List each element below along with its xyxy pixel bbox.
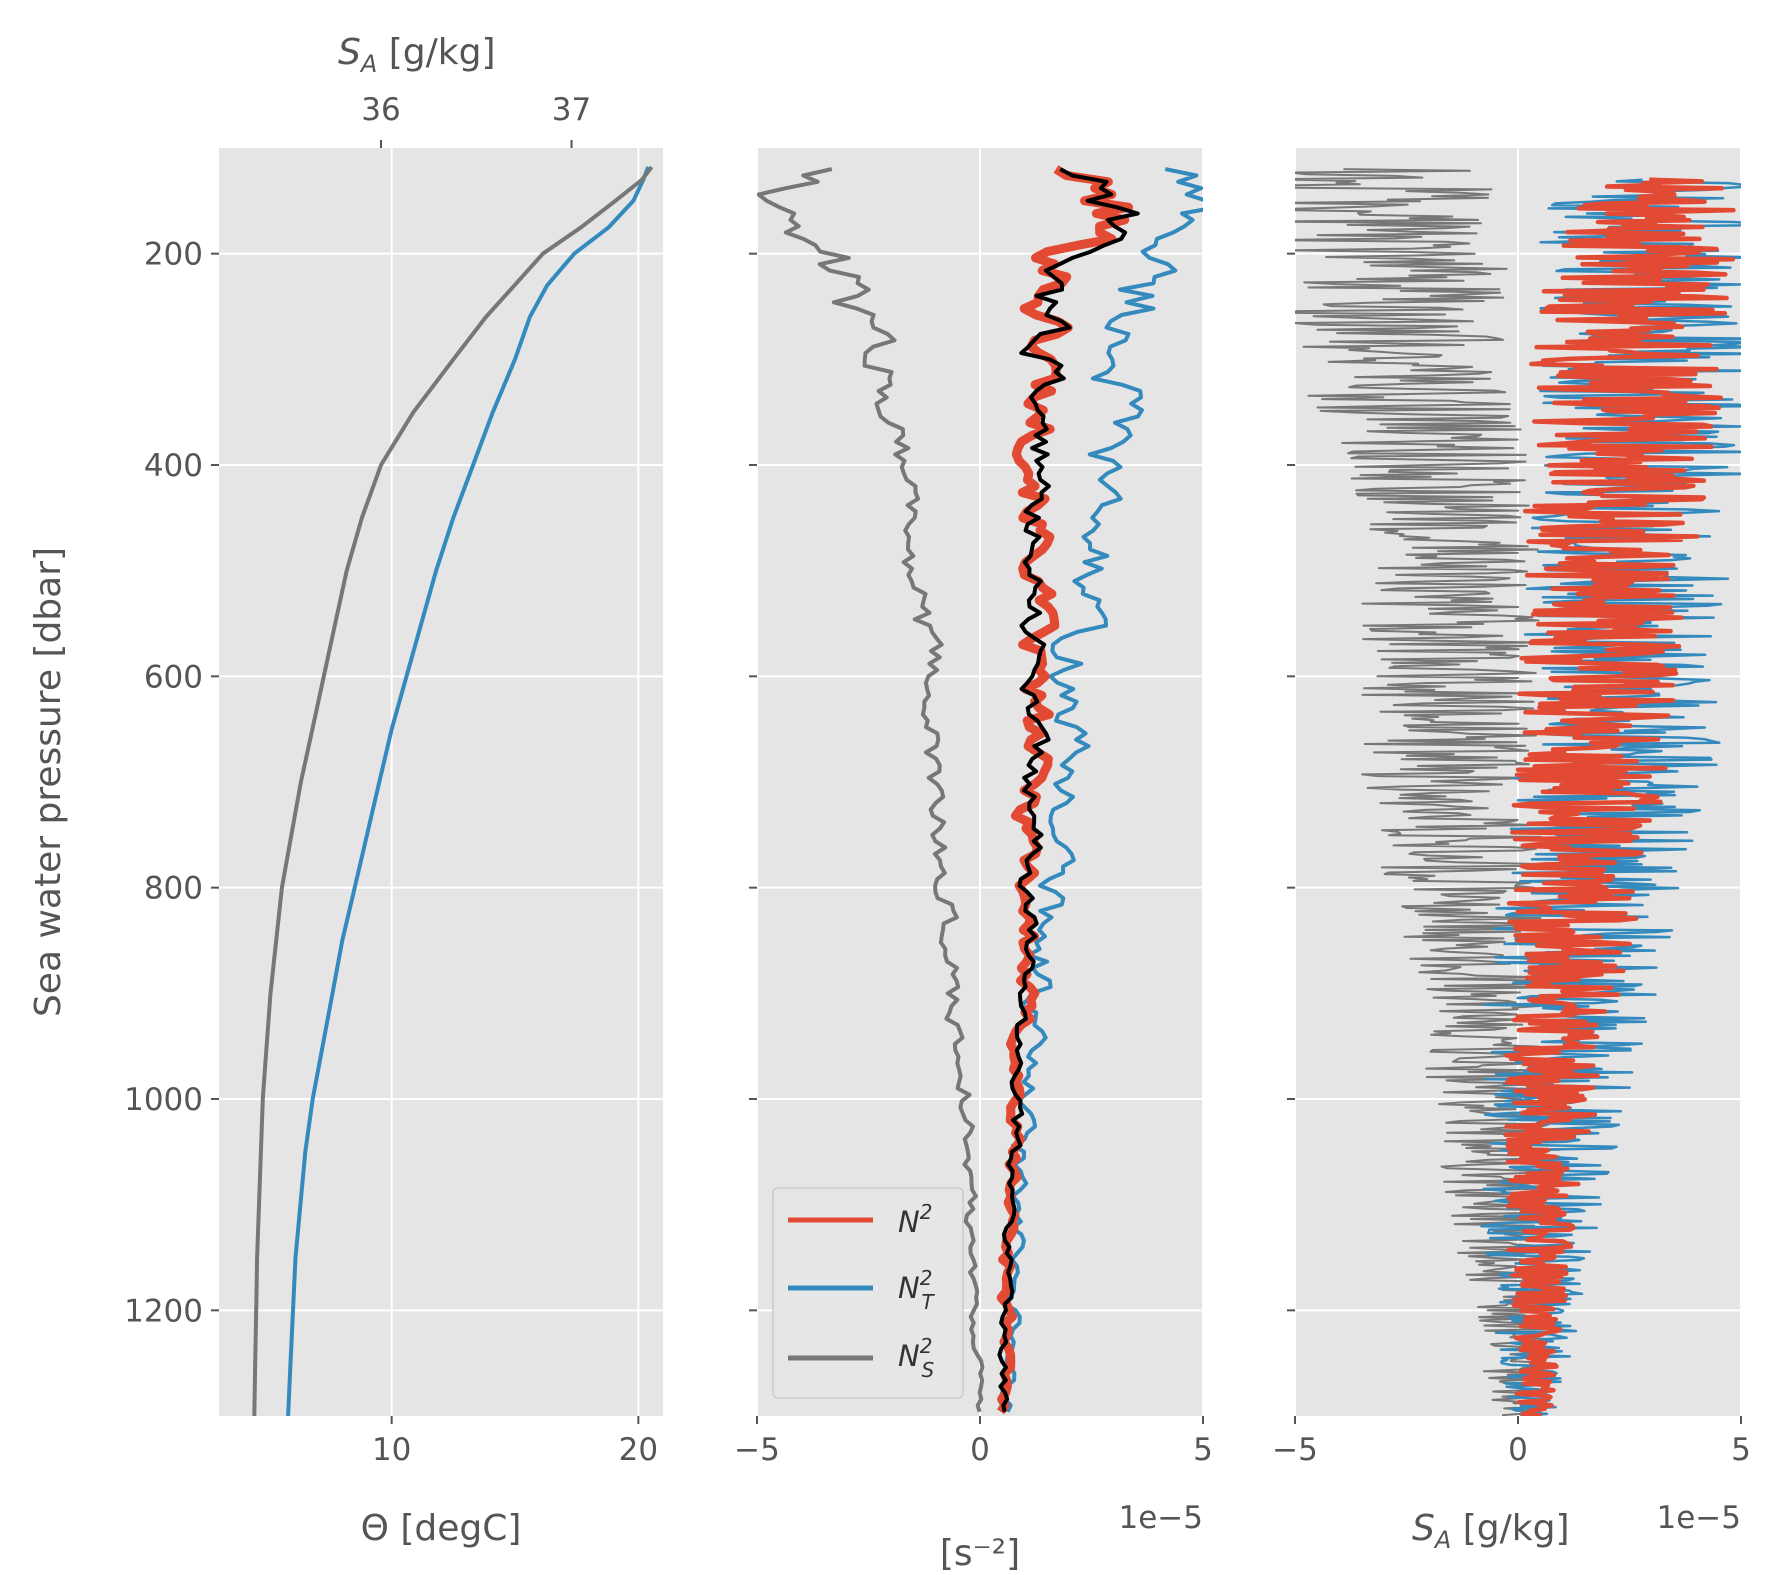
middle-xtick-label-0: 0 — [970, 1432, 990, 1468]
top-xtick-label-36: 36 — [361, 92, 400, 128]
middle-offset-text: 1e−5 — [1119, 1500, 1204, 1536]
ytick-label-200: 200 — [144, 237, 203, 273]
ytick-label-600: 600 — [144, 659, 203, 695]
left-xtick-label-20: 20 — [619, 1432, 658, 1468]
right-xtick-label-0: 0 — [1508, 1432, 1528, 1468]
middle-line-n-t — [999, 167, 1203, 1413]
left-series — [252, 165, 654, 1416]
legend-label-n2-s: N2 S — [898, 1334, 934, 1382]
middle-line-n-s — [757, 167, 985, 1413]
middle-xtick-label-5: 5 — [1193, 1432, 1213, 1468]
left-xtick-label-10: 10 — [372, 1432, 411, 1468]
middle-gridlines — [756, 148, 1204, 1416]
left-line-absolute-salinity — [252, 165, 654, 1416]
middle-line-n-smoothed — [997, 167, 1140, 1413]
axis-labels: 200 400 600 800 1000 1200 10 20 −5 0 5 −5 0 5 36 37 — [124, 92, 1751, 1468]
middle-series — [757, 165, 1203, 1415]
y-axis-label: Sea water pressure [dbar] — [28, 547, 69, 1017]
right-x-axis-label: SA [g/kg] — [1412, 1508, 1570, 1554]
axis-ticks — [211, 140, 1742, 1424]
legend-box — [772, 1187, 964, 1399]
right-xtick-label-5: 5 — [1731, 1432, 1751, 1468]
left-panel-background — [219, 148, 663, 1416]
left-top-x-axis-label: SA [g/kg] — [338, 32, 496, 78]
right-series — [1295, 168, 1741, 1416]
ytick-label-400: 400 — [144, 448, 203, 484]
middle-xtick-label--5: −5 — [734, 1432, 780, 1468]
top-xtick-label-37: 37 — [552, 92, 591, 128]
ytick-label-1000: 1000 — [124, 1082, 203, 1118]
ytick-label-800: 800 — [144, 871, 203, 907]
middle-x-axis-label: [s⁻²] — [940, 1533, 1020, 1574]
right-line-red — [1503, 177, 1736, 1416]
ytick-label-1200: 1200 — [124, 1293, 203, 1329]
legend-label-n2: N2 — [898, 1200, 932, 1239]
right-line-gray — [1295, 168, 1562, 1416]
left-x-axis-label: Θ [degC] — [361, 1508, 522, 1549]
right-offset-text: 1e−5 — [1657, 1500, 1742, 1536]
left-line-conservative-temperature — [286, 166, 651, 1416]
right-xtick-label--5: −5 — [1272, 1432, 1318, 1468]
legend-label-n2-t: N2 T — [898, 1266, 935, 1314]
legend: N2 N2 T N2 S — [772, 1187, 964, 1399]
